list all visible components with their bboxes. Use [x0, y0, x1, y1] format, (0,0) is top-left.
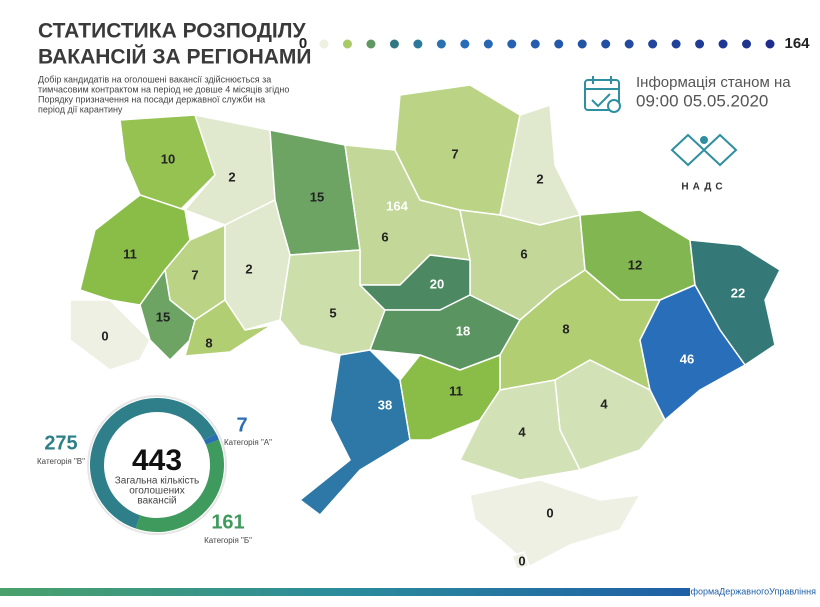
scale-dot	[742, 39, 752, 49]
total-label: Загальна кількість	[115, 476, 200, 487]
region-value: 0	[101, 328, 108, 343]
calendar-icon	[584, 76, 621, 113]
scale-dot	[718, 39, 728, 49]
category-label: Категорія "В"	[37, 457, 85, 466]
region-value: 2	[228, 169, 235, 184]
subtitle-line: тимчасовим контрактом на період не довше…	[38, 84, 289, 94]
region-value: 18	[456, 323, 470, 338]
donut-segment	[203, 433, 219, 445]
scale-dot	[577, 39, 587, 49]
footer-hashtag: #РеформаДержавногоУправління	[675, 586, 816, 596]
title-line: ВАКАНСІЙ ЗА РЕГІОНАМИ	[38, 45, 312, 69]
donut-chart	[87, 395, 227, 535]
region-value: 0	[546, 505, 553, 520]
scale-min: 0	[299, 35, 307, 52]
region-value: 11	[449, 383, 463, 398]
region-value: 4	[600, 396, 608, 411]
region-value: 8	[205, 335, 212, 350]
info-label: Інформація станом на	[636, 74, 791, 91]
region	[469, 479, 641, 567]
region-value: 38	[378, 397, 392, 412]
map: 10 2 15 164 6 7 2 11 7 2 6 12 22 0 15 8 5 20 18 8 46 38 11 4 4 0 0	[69, 84, 781, 570]
total-label: вакансій	[137, 496, 176, 507]
scale-dot	[648, 39, 658, 49]
scale-dot	[765, 39, 775, 49]
title-line: СТАТИСТИКА РОЗПОДІЛУ	[38, 20, 306, 43]
scale-dot	[413, 39, 423, 49]
region	[69, 299, 151, 371]
subtitle-line: Добір кандидатів на оголошені вакансії з…	[38, 74, 271, 84]
region-value: 15	[156, 309, 170, 324]
category-label: Категорія "А"	[224, 438, 272, 447]
total-value: 443	[132, 444, 182, 477]
footer-bar	[0, 588, 690, 596]
region	[639, 284, 746, 421]
donut-segment	[135, 439, 224, 532]
scale-dot	[507, 39, 517, 49]
scale-dot	[483, 39, 493, 49]
category-value: 275	[44, 432, 77, 454]
region-value: 22	[731, 285, 745, 300]
logo-icon	[670, 133, 738, 167]
region-value: 10	[161, 151, 175, 166]
scale-dot	[671, 39, 681, 49]
region-value: 15	[310, 189, 324, 204]
scale-dot	[389, 39, 399, 49]
scale-dot	[530, 39, 540, 49]
region-value: 12	[628, 257, 642, 272]
scale-dot	[460, 39, 470, 49]
region	[224, 199, 291, 331]
scale-dot	[554, 39, 564, 49]
category-label: Категорія "Б"	[204, 536, 252, 545]
logo-text: НАДС	[681, 182, 726, 193]
region-value: 4	[518, 424, 526, 439]
region-value: 2	[536, 171, 543, 186]
donut-segment	[90, 398, 217, 529]
region	[511, 551, 530, 570]
region-value: 6	[381, 229, 388, 244]
region-value: 2	[245, 261, 252, 276]
region-value: 0	[518, 553, 525, 568]
region	[184, 299, 273, 357]
scale-max: 164	[784, 35, 810, 52]
subtitle-line: період дії карантину	[38, 104, 123, 114]
scale-dot	[436, 39, 446, 49]
region-value: 20	[430, 276, 444, 291]
scale-dot	[624, 39, 634, 49]
category-value: 161	[211, 511, 244, 533]
region	[459, 379, 581, 481]
region-value: 164	[386, 198, 408, 213]
region-value: 6	[520, 246, 527, 261]
scale-dot	[601, 39, 611, 49]
region-value: 5	[329, 305, 336, 320]
info-datetime: 09:00 05.05.2020	[636, 91, 768, 110]
subtitle-line: Порядку призначення на посади державної …	[38, 94, 265, 104]
region-value: 7	[451, 146, 458, 161]
total-label: оголошених	[129, 486, 185, 497]
region-value: 11	[123, 246, 137, 261]
category-value: 7	[236, 414, 247, 436]
scale-dot	[342, 39, 352, 49]
scale-dot	[366, 39, 376, 49]
scale-dot	[695, 39, 705, 49]
region-value: 7	[191, 267, 198, 282]
region-value: 46	[680, 351, 694, 366]
region-value: 8	[562, 321, 569, 336]
region	[299, 349, 411, 516]
donut-track	[87, 395, 227, 535]
scale-dot	[319, 39, 329, 49]
